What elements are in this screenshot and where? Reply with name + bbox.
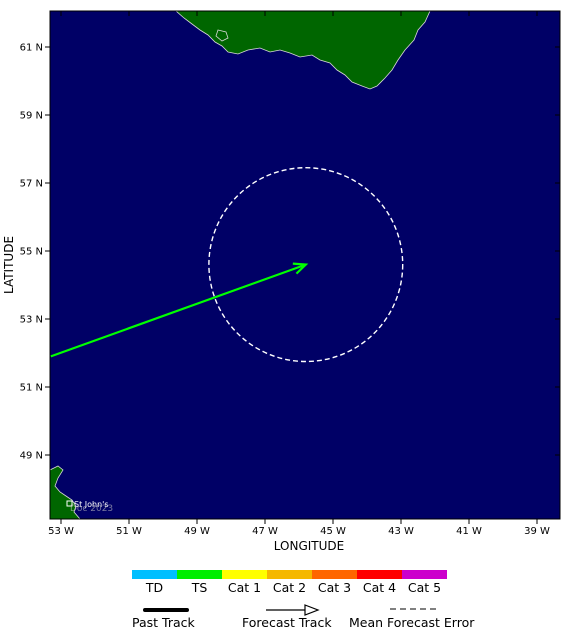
- category-swatch: [357, 570, 402, 579]
- category-label: Cat 5: [407, 580, 442, 595]
- category-label: Cat 4: [362, 580, 397, 595]
- lat-tick-label: 57 N: [20, 179, 43, 190]
- city-label: St John's: [74, 500, 109, 509]
- category-label: Cat 2: [272, 580, 307, 595]
- category-swatch: [402, 570, 447, 579]
- forecast-track-arrowhead: [292, 262, 309, 275]
- lon-tick-label: 39 W: [524, 526, 550, 537]
- category-swatch: [222, 570, 267, 579]
- category-swatch: [312, 570, 357, 579]
- mean-forecast-error-label: Mean Forecast Error: [349, 615, 475, 630]
- lat-tick-label: 59 N: [20, 111, 43, 122]
- lon-tick-label: 47 W: [252, 526, 278, 537]
- past-track-label: Past Track: [132, 615, 195, 630]
- category-label: TS: [191, 580, 208, 595]
- lon-tick-label: 51 W: [116, 526, 142, 537]
- small-island: [215, 29, 229, 42]
- forecast-track-label: Forecast Track: [242, 615, 332, 630]
- y-axis-title: LATITUDE: [2, 236, 16, 294]
- latitude-ticks: 61 N 59 N 57 N 55 N 53 N 51 N 49 N: [20, 43, 560, 462]
- category-label: TD: [145, 580, 164, 595]
- city-marker: [66, 500, 73, 507]
- greenland-landmass: [175, 11, 431, 90]
- category-swatch: [267, 570, 312, 579]
- plot-frame: [49, 10, 561, 520]
- lon-tick-label: 53 W: [48, 526, 74, 537]
- lon-tick-label: 49 W: [184, 526, 210, 537]
- watermark-text: Doc 2023: [70, 504, 113, 514]
- category-label: Cat 1: [227, 580, 262, 595]
- legend: TD TS Cat 1 Cat 2 Cat 3 Cat 4 Cat 5 Past Track…: [0, 560, 580, 639]
- mean-forecast-error-symbol: [390, 608, 437, 610]
- category-swatch: [177, 570, 222, 579]
- category-swatch: [132, 570, 177, 579]
- x-axis-title: LONGITUDE: [274, 539, 344, 553]
- longitude-ticks: 53 W 51 W 49 W 47 W 45 W 43 W 41 W 39 W: [48, 11, 550, 537]
- lon-tick-label: 43 W: [388, 526, 414, 537]
- lon-tick-label: 45 W: [320, 526, 346, 537]
- past-track-symbol: [143, 608, 189, 612]
- lat-tick-label: 55 N: [20, 247, 43, 258]
- lat-tick-label: 51 N: [20, 383, 43, 394]
- category-label: Cat 3: [317, 580, 352, 595]
- lon-tick-label: 41 W: [456, 526, 482, 537]
- lat-tick-label: 53 N: [20, 315, 43, 326]
- lat-tick-label: 61 N: [20, 43, 43, 54]
- category-color-bar: [132, 570, 447, 579]
- forecast-map: 53 W 51 W 49 W 47 W 45 W 43 W 41 W 39 W 61 N 59 …: [2, 10, 561, 553]
- forecast-track-line: [50, 263, 307, 358]
- forecast-track-symbol: [266, 604, 320, 616]
- lat-tick-label: 49 N: [20, 451, 43, 462]
- mean-forecast-error-circle: [208, 167, 404, 363]
